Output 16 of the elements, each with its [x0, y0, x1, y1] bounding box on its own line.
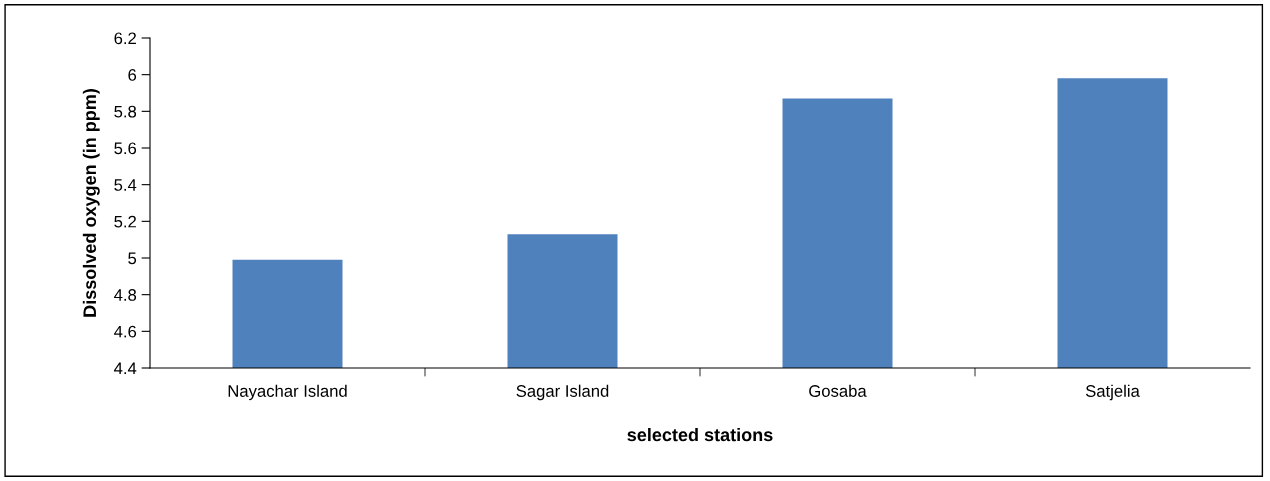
y-tick-label: 6 — [128, 69, 137, 81]
x-tick-label: Nayachar Island — [228, 384, 347, 401]
y-tick-label: 4.4 — [114, 362, 137, 375]
y-tick-label: 5.4 — [114, 179, 137, 191]
y-tick-label: 6.2 — [114, 32, 136, 45]
y-tick-label: 4.8 — [114, 289, 137, 301]
y-tick-label: 5.6 — [114, 142, 137, 155]
y-axis-title: Dissolved oxygen (in ppm) — [82, 89, 100, 317]
y-tick-label: 5.8 — [114, 105, 137, 118]
x-axis-title: selected stations — [627, 427, 773, 442]
x-tick-label: Sagar Island — [516, 384, 609, 401]
y-tick-label: 5.2 — [114, 215, 136, 228]
x-tick-label: Gosaba — [809, 384, 867, 397]
x-tick-label: Satjelia — [1085, 384, 1140, 401]
y-tick-label: 4.6 — [114, 325, 137, 338]
y-tick-label: 5 — [128, 252, 137, 265]
